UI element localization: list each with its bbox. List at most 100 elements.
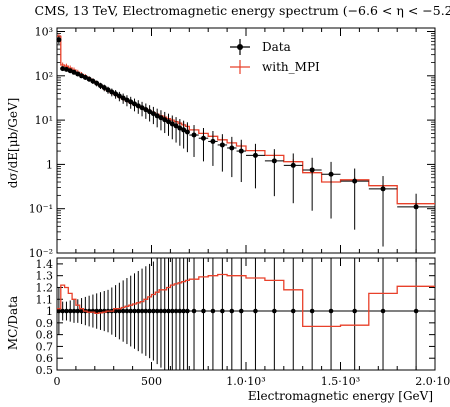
y-tick-label: 10² (35, 70, 53, 83)
ratio-y-tick-label: 1.3 (36, 270, 54, 283)
ratio-data-point (185, 308, 190, 314)
ratio-y-tick-label: 1.1 (36, 293, 54, 306)
x-tick-label: 500 (141, 375, 162, 388)
ratio-data-point (147, 308, 152, 314)
ratio-plot-panel: 0.50.60.70.80.911.11.21.31.4 0 500 1.0·10³ 1… (36, 257, 450, 388)
legend-marker-mc (230, 60, 250, 74)
data-point (380, 186, 386, 192)
legend: Data with_MPI (230, 39, 320, 74)
data-point (158, 115, 164, 121)
data-point (210, 138, 216, 144)
ratio-data-point (352, 308, 357, 314)
data-point (135, 103, 141, 109)
ratio-data-point (177, 308, 183, 314)
data-point (173, 123, 179, 129)
ratio-y-tick-label: 1.4 (36, 258, 54, 271)
chart-title: CMS, 13 TeV, Electromagnetic energy spec… (35, 3, 450, 18)
data-point (131, 101, 137, 107)
data-point (219, 142, 225, 148)
ratio-data-point (124, 308, 130, 314)
ratio-data-point (75, 308, 81, 314)
ratio-y-tick-label: 1.2 (36, 281, 54, 294)
ratio-data-point (135, 308, 141, 314)
data-point (166, 119, 172, 125)
data-point (79, 73, 85, 79)
ratio-data-point (210, 308, 216, 314)
main-y-axis-title: dσ/dE[μb/GeV] (6, 98, 20, 189)
ratio-data-point (290, 308, 296, 314)
ratio-data-point (413, 308, 419, 314)
data-point (154, 113, 160, 119)
data-point (124, 97, 130, 103)
ratio-data-point (71, 308, 77, 314)
data-point (184, 129, 190, 135)
ratio-y-tick-label: 0.9 (36, 317, 54, 330)
data-point (63, 66, 69, 72)
ratio-data-point (380, 308, 386, 314)
ratio-data-point (181, 308, 186, 314)
ratio-data-point (229, 308, 235, 314)
data-point (150, 111, 156, 117)
data-point (271, 158, 277, 164)
data-point (75, 71, 81, 77)
data-point (169, 121, 175, 127)
ratio-data-point (201, 308, 206, 314)
data-point (200, 135, 206, 141)
data-point (128, 99, 134, 105)
ratio-data-point (162, 308, 168, 314)
data-point (413, 204, 419, 210)
data-point (352, 178, 358, 184)
ratio-data-point (151, 308, 156, 314)
ratio-data-point (113, 308, 118, 314)
data-point (105, 87, 111, 93)
legend-marker-data (230, 39, 250, 55)
ratio-data-point (309, 308, 315, 314)
ratio-data-point (60, 308, 65, 314)
ratio-y-tick-label: 1 (46, 305, 53, 318)
data-point (56, 37, 62, 43)
ratio-data-point (253, 308, 258, 314)
ratio-y-axis-title: MC/Data (6, 296, 20, 350)
data-point (162, 117, 168, 123)
ratio-data-point (67, 308, 73, 314)
ratio-data-point (117, 308, 122, 314)
data-point (139, 105, 145, 111)
ratio-series-with_MPI-step (57, 273, 435, 328)
ratio-data-point (173, 308, 179, 314)
data-point (116, 93, 122, 99)
ratio-data-point (328, 308, 334, 314)
data-point (177, 125, 183, 131)
legend-label-data: Data (262, 40, 291, 54)
ratio-data-point (166, 308, 171, 314)
ratio-data-point (158, 308, 164, 314)
data-point (328, 171, 334, 177)
data-point (238, 148, 244, 154)
ratio-data-point (169, 308, 175, 314)
data-point (143, 107, 149, 113)
data-point (181, 127, 187, 133)
data-point (113, 91, 119, 97)
ratio-data-point (238, 308, 244, 314)
ratio-data-point (220, 308, 225, 314)
data-point (90, 78, 96, 84)
data-point (86, 76, 92, 82)
ratio-data-point (132, 308, 137, 314)
data-point (290, 162, 296, 168)
x-tick-label: 0 (54, 375, 61, 388)
data-point (67, 68, 73, 74)
main-plot-panel: 10⁻² 10⁻¹ 1 10¹ 10² 10³ (29, 26, 436, 260)
data-point (252, 152, 258, 158)
ratio-y-tick-label: 0.8 (36, 329, 54, 342)
ratio-data-point (154, 308, 160, 314)
data-point (229, 145, 235, 151)
data-point (82, 74, 88, 80)
data-point (120, 95, 126, 101)
data-point (109, 89, 115, 95)
data-point (71, 69, 77, 75)
ratio-data-point (143, 308, 149, 314)
ratio-data-point (272, 308, 277, 314)
y-tick-label: 1 (46, 158, 53, 171)
ratio-data-point (79, 308, 84, 314)
ratio-y-tick-label: 0.6 (36, 352, 54, 365)
x-tick-label: 1.5·10³ (321, 375, 360, 388)
